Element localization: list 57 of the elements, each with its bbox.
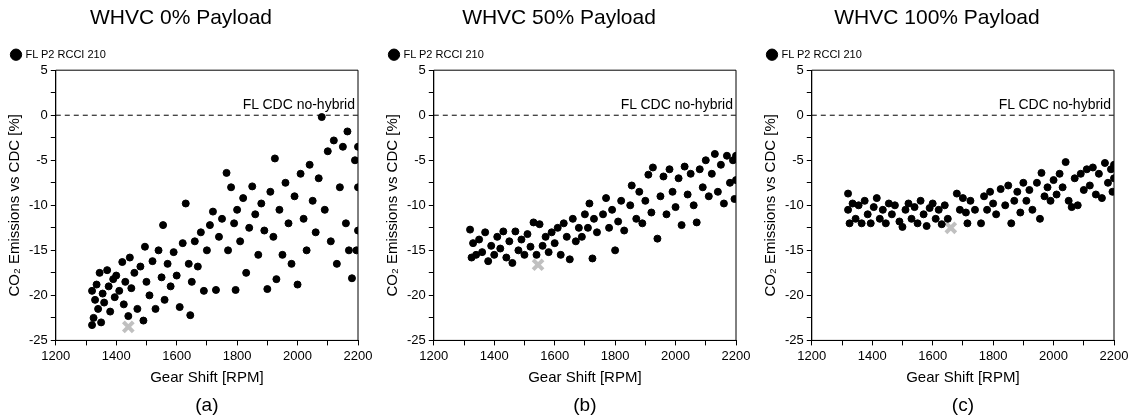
- x-axis-title: Gear Shift [RPM]: [906, 368, 1020, 386]
- text: (b): [573, 393, 597, 415]
- legend-label: FL P2 RCCI 210: [25, 47, 106, 60]
- x-tick-label: 2200: [1099, 347, 1129, 363]
- x-tick-label: 2000: [283, 347, 313, 363]
- x-tick-label: 1200: [797, 347, 827, 363]
- y-tick-label: -20: [406, 286, 426, 302]
- y-axis-title: CO₂ Emissions vs CDC [%]: [761, 114, 779, 297]
- y-tick-label: -10: [784, 196, 804, 212]
- chart-title: WHVC 50% Payload: [462, 5, 656, 29]
- x-tick-label: 2200: [343, 347, 373, 363]
- x-axis-title: Gear Shift [RPM]: [150, 368, 264, 386]
- x-tick-label: 1800: [600, 347, 630, 363]
- y-tick-label: -20: [28, 286, 48, 302]
- y-tick-label: -25: [784, 331, 804, 347]
- y-tick-label: -15: [784, 241, 804, 257]
- x-tick-label: 2000: [1039, 347, 1069, 363]
- y-tick-label: -5: [414, 151, 426, 167]
- ref-line-label: FL CDC no-hybrid: [620, 96, 733, 113]
- x-tick-label: 1600: [540, 347, 570, 363]
- y-tick-label: 0: [796, 106, 804, 122]
- x-tick-label: 1200: [41, 347, 71, 363]
- y-tick-label: 5: [796, 61, 804, 77]
- text: (a): [195, 393, 219, 415]
- y-tick-label: -20: [784, 286, 804, 302]
- x-tick-label: 1600: [918, 347, 948, 363]
- y-tick-label: -5: [792, 151, 804, 167]
- y-tick-label: -15: [28, 241, 48, 257]
- y-tick-label: -10: [406, 196, 426, 212]
- x-tick-label: 1600: [162, 347, 192, 363]
- legend-label: FL P2 RCCI 210: [403, 47, 484, 60]
- y-tick-label: 5: [418, 61, 426, 77]
- ref-line-label: FL CDC no-hybrid: [242, 96, 355, 113]
- y-tick-label: -10: [28, 196, 48, 212]
- y-tick-label: 0: [40, 106, 48, 122]
- y-tick-label: -25: [406, 331, 426, 347]
- x-tick-label: 1800: [978, 347, 1008, 363]
- x-tick-label: 1200: [419, 347, 449, 363]
- x-tick-label: 2200: [721, 347, 751, 363]
- chart-title: WHVC 100% Payload: [834, 5, 1040, 29]
- text: (c): [951, 393, 974, 415]
- x-tick-label: 2000: [661, 347, 691, 363]
- y-tick-label: -5: [36, 151, 48, 167]
- chart-title: WHVC 0% Payload: [89, 5, 273, 29]
- x-tick-label: 1400: [857, 347, 887, 363]
- ref-line-label: FL CDC no-hybrid: [998, 96, 1111, 113]
- x-axis-title: Gear Shift [RPM]: [528, 368, 642, 386]
- y-tick-label: -25: [28, 331, 48, 347]
- y-tick-label: -15: [406, 241, 426, 257]
- y-axis-title: CO₂ Emissions vs CDC [%]: [383, 114, 401, 297]
- x-tick-label: 1400: [479, 347, 509, 363]
- y-axis-title: CO₂ Emissions vs CDC [%]: [5, 114, 23, 297]
- x-tick-label: 1800: [222, 347, 252, 363]
- x-tick-label: 1400: [101, 347, 131, 363]
- y-tick-label: 5: [40, 61, 48, 77]
- y-tick-label: 0: [418, 106, 426, 122]
- legend-label: FL P2 RCCI 210: [781, 47, 862, 60]
